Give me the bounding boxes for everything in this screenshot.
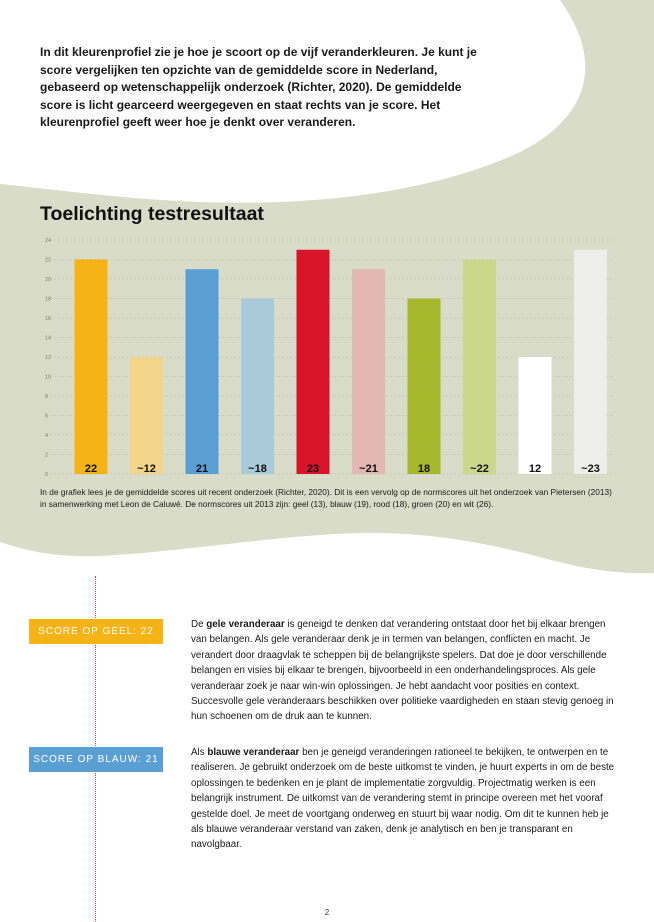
intro-text: In dit kleurenprofiel zie je hoe je scoo… <box>40 45 477 130</box>
page-number: 2 <box>324 908 330 917</box>
description-geel-post: is geneigd te denken dat verandering ont… <box>191 619 614 723</box>
bar <box>74 259 108 474</box>
chart-title: Toelichting testresultaat <box>40 203 264 225</box>
y-tick-label: 18 <box>45 297 51 303</box>
y-tick-label: 16 <box>45 316 51 322</box>
chart-bar-labels: 22 ~12 21 ~18 23 ~21 18 ~22 12 ~23 <box>85 463 600 475</box>
bar-value-label: 22 <box>85 463 97 475</box>
y-tick-label: 2 <box>45 453 48 459</box>
bar <box>518 357 552 474</box>
y-tick-label: 0 <box>45 472 48 478</box>
y-tick-label: 24 <box>45 238 51 244</box>
bar-value-label: 18 <box>418 463 430 475</box>
y-tick-label: 12 <box>45 355 51 361</box>
description-blauw-post: ben je geneigd veranderingen rationeel t… <box>191 747 615 851</box>
y-tick-label: 20 <box>45 277 51 283</box>
y-tick-label: 6 <box>45 414 48 420</box>
description-blauw: Als blauwe veranderaar ben je geneigd ve… <box>191 745 621 853</box>
description-geel-pre: De <box>191 619 207 630</box>
bar-value-label: ~22 <box>470 463 489 475</box>
y-tick-label: 10 <box>45 375 51 381</box>
bar <box>185 269 219 474</box>
bar-value-label: 23 <box>307 463 319 475</box>
description-blauw-pre: Als <box>191 747 208 758</box>
bar-value-label: 12 <box>529 463 541 475</box>
y-tick-label: 8 <box>45 394 48 400</box>
y-tick-label: 14 <box>45 336 51 342</box>
description-blauw-bold: blauwe veranderaar <box>207 747 300 758</box>
bar-value-label: ~23 <box>581 463 600 475</box>
description-geel: De gele veranderaar is geneigd te denken… <box>191 617 621 725</box>
bar <box>130 357 163 474</box>
bar-value-label: ~18 <box>248 463 267 475</box>
bar <box>241 298 274 474</box>
bar <box>352 269 385 474</box>
bar <box>407 298 441 474</box>
bar-value-label: ~21 <box>359 463 378 475</box>
y-tick-label: 22 <box>45 258 51 264</box>
chart-caption: In de grafiek lees je de gemiddelde scor… <box>40 487 612 509</box>
bar <box>296 249 330 474</box>
y-tick-label: 4 <box>45 433 48 439</box>
bar <box>574 249 607 474</box>
bar <box>463 259 496 474</box>
score-badge-blauw: SCORE OP BLAUW: 21 <box>29 747 163 772</box>
score-badge-geel: SCORE OP GEEL: 22 <box>29 619 163 644</box>
bar-value-label: 21 <box>196 463 208 475</box>
description-geel-bold: gele veranderaar <box>206 619 285 630</box>
bar-value-label: ~12 <box>137 463 156 475</box>
chart-bars <box>74 249 607 474</box>
